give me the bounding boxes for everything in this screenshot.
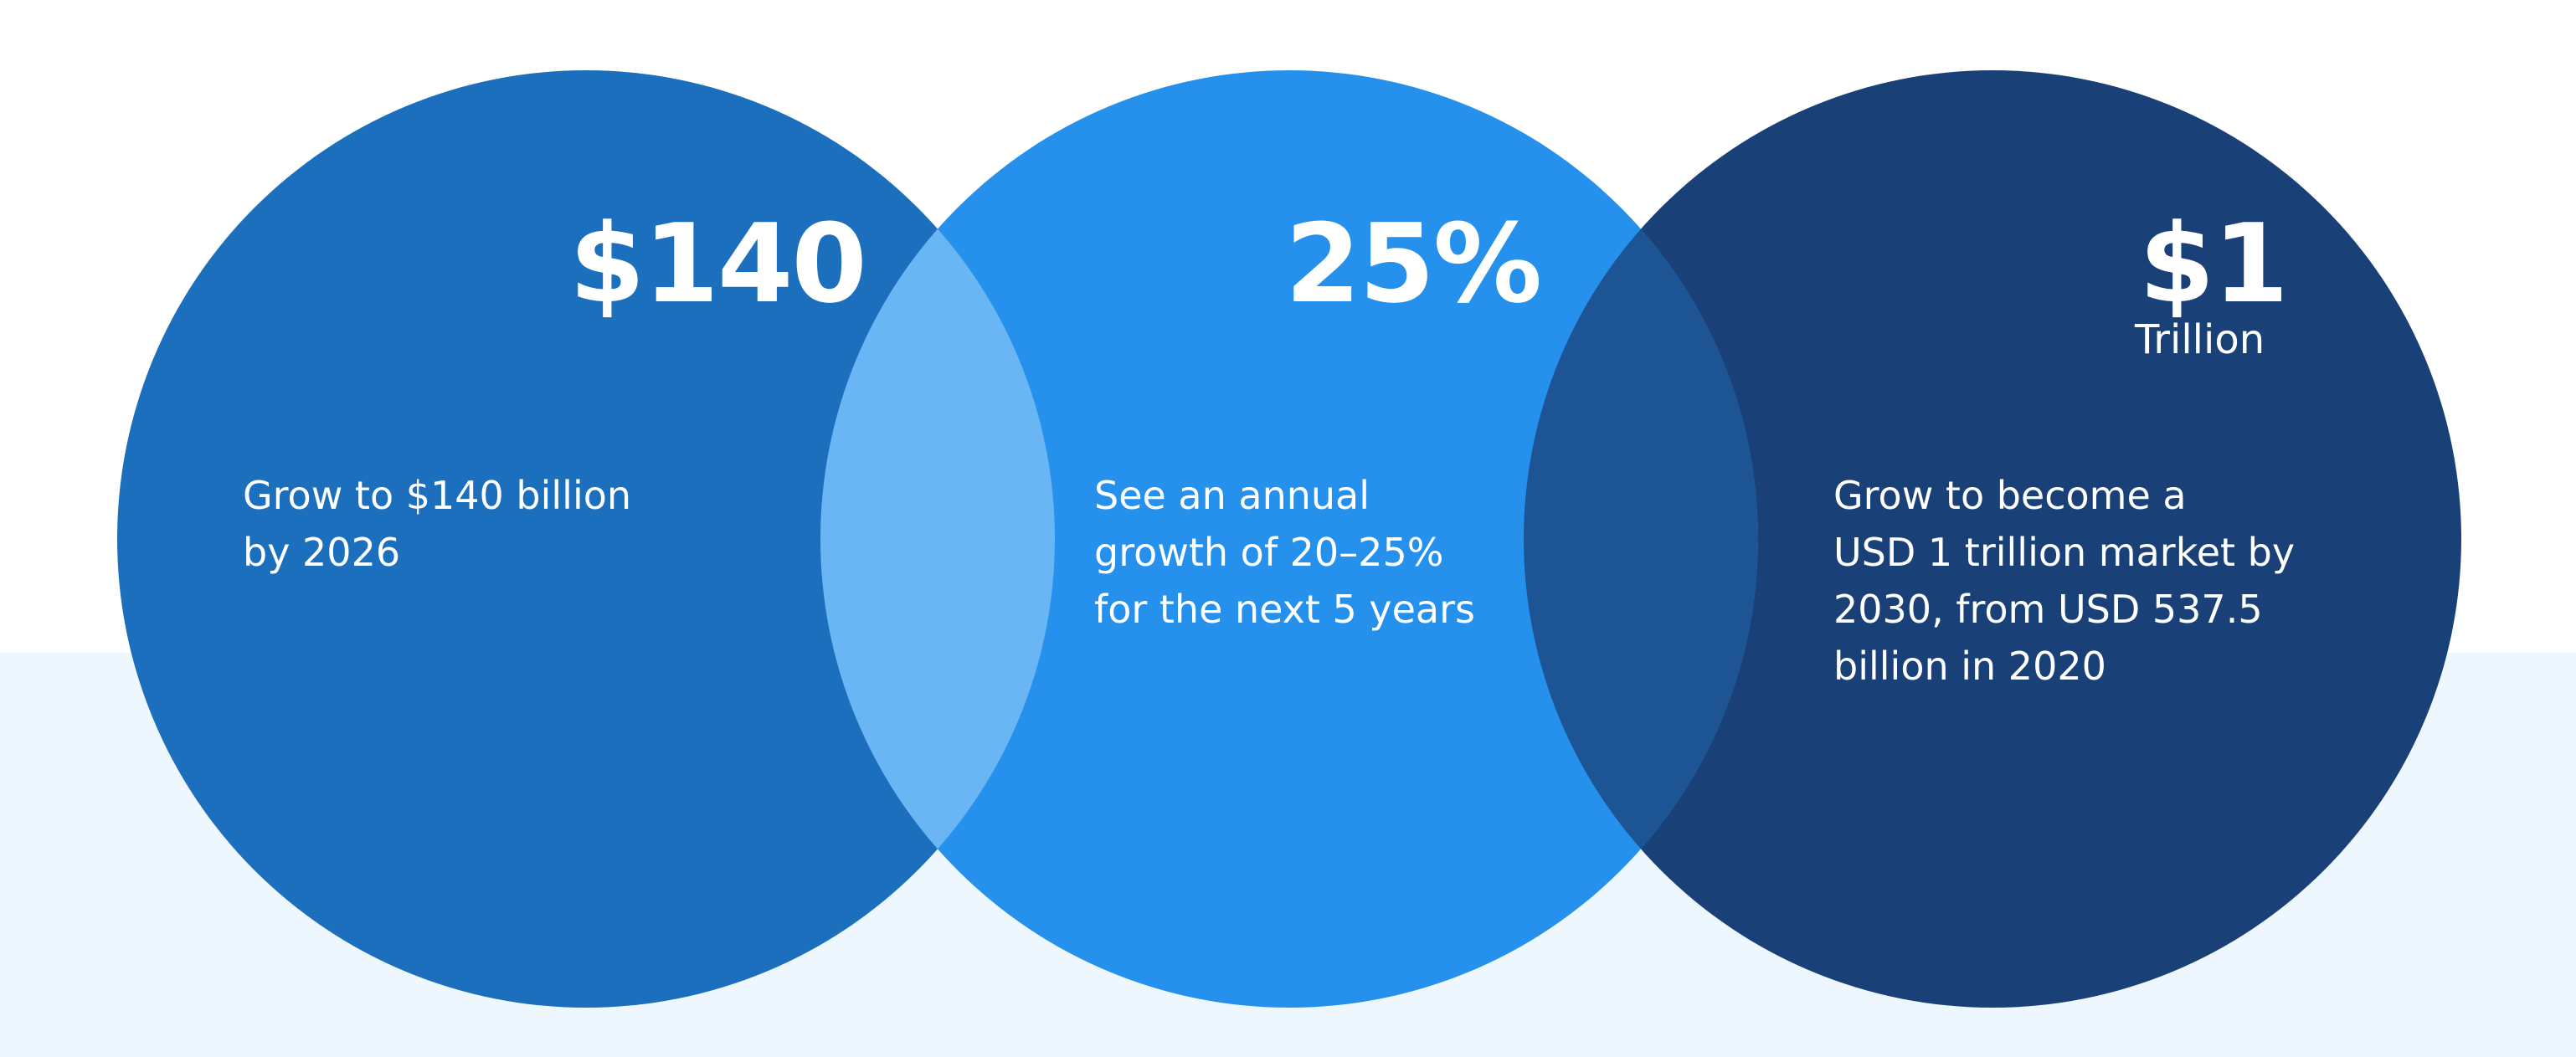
description-1: Grow to $140 billion by 2026 bbox=[243, 473, 632, 575]
circle-1 bbox=[117, 70, 1055, 1008]
circle-2 bbox=[820, 70, 1758, 1008]
description-2: See an annual growth of 20–25% for the n… bbox=[1094, 473, 1475, 632]
stat-value-1: $140 bbox=[569, 200, 867, 327]
stat-value-2: 25% bbox=[1285, 200, 1542, 327]
stat-value-3: $1 bbox=[2139, 200, 2289, 327]
stat-unit-3: Trillion bbox=[2135, 316, 2265, 363]
circle-3 bbox=[1524, 70, 2461, 1008]
description-3: Grow to become a USD 1 trillion market b… bbox=[1833, 473, 2296, 689]
